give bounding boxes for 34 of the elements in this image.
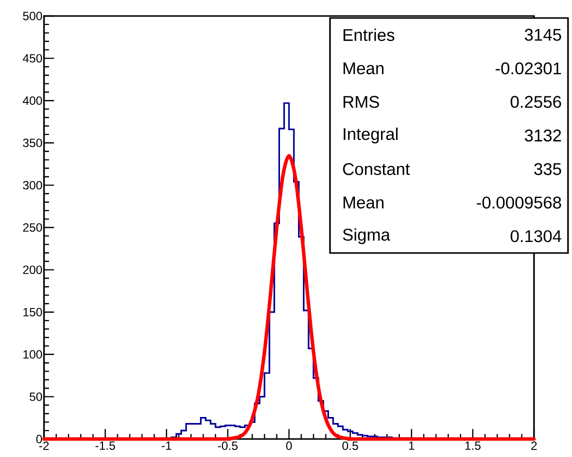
x-tick-label: -1.5 [95,442,116,450]
x-tick-label: -0.5 [218,442,238,450]
x-tick-label: 1.5 [465,442,481,450]
x-tick-label: 0 [286,442,292,450]
y-tick-label: 450 [22,54,42,63]
y-tick-label: 200 [23,266,42,274]
annotation: -0.0009568 [476,196,562,209]
annotation: Mean [344,196,384,209]
annotation: Integral [344,128,398,144]
annotation: Constant [343,163,410,176]
y-tick-label: 0 [36,434,42,444]
y-tick-label: 400 [22,96,42,105]
y-tick-label: 350 [22,138,42,148]
annotation: 3145 [524,28,562,41]
y-tick-label: 100 [23,350,42,359]
x-tick-label: -2 [39,442,49,450]
y-tick-label: 50 [30,392,42,401]
y-tick-label: 500 [23,12,42,20]
annotation: 0.2556 [510,96,562,108]
y-tick-label: 300 [22,180,42,190]
annotation: RMS [344,96,380,108]
x-tick-label: 1 [409,442,414,450]
x-tick-label: -1 [162,442,172,450]
annotation: Mean [344,62,384,74]
annotation: 3132 [524,130,561,142]
y-tick-label: 150 [23,308,42,316]
x-tick-label: 0.5 [342,442,358,450]
x-tick-label: 2 [531,442,537,450]
annotation: 0.1304 [510,230,562,242]
text: 335 [534,163,562,176]
annotation: Sigma [342,228,390,244]
y-tick-label: 250 [23,223,42,232]
annotation: Entries [344,28,394,42]
annotation: -0.02301 [496,62,561,74]
